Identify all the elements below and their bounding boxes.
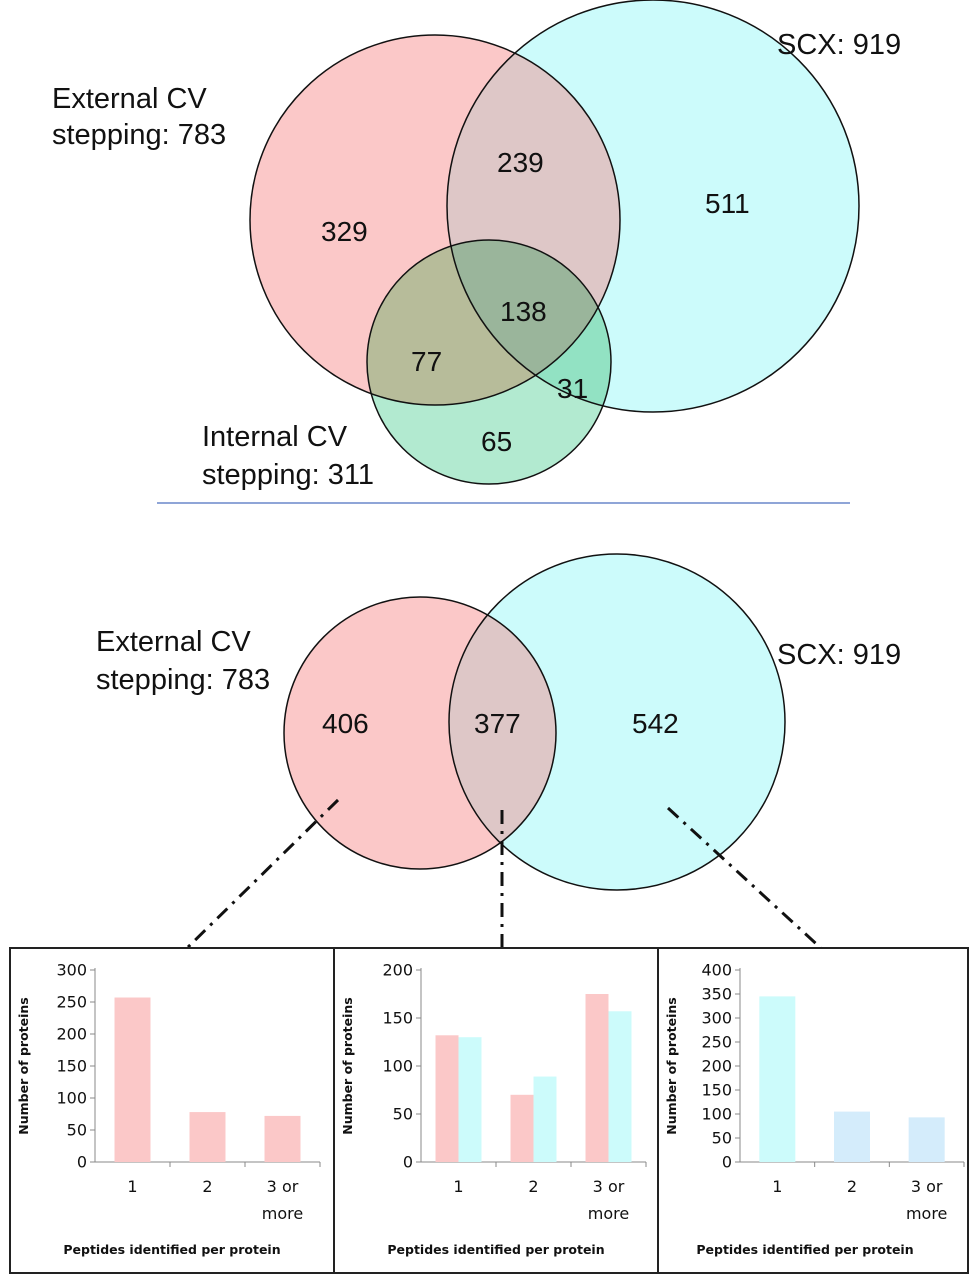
y-axis-title: Number of proteins <box>16 997 31 1134</box>
y-tick-label: 200 <box>382 961 413 980</box>
venn3-scx-label: SCX: 919 <box>777 29 901 61</box>
y-tick-label: 0 <box>403 1153 413 1172</box>
bar-chart-2: 0 50 100 150 200 1 2 3 or more Peptides identifie… <box>333 947 659 1274</box>
y-tick-label: 200 <box>701 1057 732 1076</box>
x-tick-label: more <box>262 1204 303 1223</box>
bar <box>608 1011 632 1162</box>
y-tick-label: 150 <box>382 1009 413 1028</box>
x-axis-title: Peptides identified per protein <box>696 1242 913 1257</box>
venn2-scx-label: SCX: 919 <box>777 639 901 671</box>
y-tick-label: 50 <box>67 1121 87 1140</box>
x-tick-label: more <box>588 1204 629 1223</box>
x-tick-label: 3 or <box>267 1177 299 1196</box>
connector-lines <box>183 798 825 955</box>
y-tick-label: 200 <box>56 1025 87 1044</box>
venn3-region-internal-only: 65 <box>481 426 512 457</box>
y-axis-title: Number of proteins <box>340 997 355 1134</box>
y-tick-label: 350 <box>701 985 732 1004</box>
bar <box>834 1111 870 1162</box>
bar-chart-3: 0 50 100 150 200 250 300 350 400 1 2 3 or more Peptid… <box>657 947 969 1274</box>
venn3-region-all-three: 138 <box>500 296 547 327</box>
chart-frame <box>657 947 969 1274</box>
x-tick-label: 2 <box>528 1177 538 1196</box>
y-tick-label: 250 <box>701 1033 732 1052</box>
connector-right <box>666 806 825 952</box>
venn3-internal-label-1: Internal CV <box>202 421 348 453</box>
venn3-external-label-1: External CV <box>52 83 207 115</box>
venn2-region-external-only: 406 <box>322 708 369 739</box>
y-tick-label: 150 <box>56 1057 87 1076</box>
x-tick-label: 1 <box>127 1177 137 1196</box>
venn-two-set: External CV stepping: 783 SCX: 919 406 3… <box>96 553 901 891</box>
y-tick-label: 300 <box>56 961 87 980</box>
y-tick-label: 50 <box>393 1105 413 1124</box>
y-tick-label: 300 <box>701 1009 732 1028</box>
y-tick-label: 100 <box>701 1105 732 1124</box>
venn3-external-label-2: stepping: 783 <box>52 119 226 151</box>
bar <box>114 997 151 1162</box>
venn3-region-external-scx: 239 <box>497 147 544 178</box>
bar <box>759 996 796 1162</box>
venn3-region-scx-only: 511 <box>705 188 750 219</box>
x-axis-title: Peptides identified per protein <box>63 1242 280 1257</box>
x-tick-label: 1 <box>453 1177 463 1196</box>
y-axis-title: Number of proteins <box>664 997 679 1134</box>
x-tick-label: 3 or <box>911 1177 943 1196</box>
y-tick-label: 250 <box>56 993 87 1012</box>
venn3-region-external-only: 329 <box>321 216 368 247</box>
venn2-region-overlap: 377 <box>474 708 521 739</box>
bar <box>533 1076 557 1162</box>
y-tick-label: 100 <box>56 1089 87 1108</box>
venn2-region-scx-only: 542 <box>632 708 679 739</box>
x-tick-label: 2 <box>202 1177 212 1196</box>
venn3-region-internal-scx: 31 <box>557 373 588 404</box>
bar <box>510 1094 534 1162</box>
venn-three-set: External CV stepping: 783 SCX: 919 Inter… <box>52 0 901 491</box>
x-axis-title: Peptides identified per protein <box>387 1242 604 1257</box>
y-tick-label: 400 <box>701 961 732 980</box>
bar <box>458 1037 482 1162</box>
venn2-external-label-2: stepping: 783 <box>96 664 270 696</box>
bar-chart-1: 0 50 100 150 200 250 300 1 2 3 or more Peptides ide… <box>9 947 335 1274</box>
bar <box>189 1112 226 1162</box>
bar <box>264 1115 301 1162</box>
bar <box>908 1117 945 1162</box>
x-tick-label: 1 <box>772 1177 782 1196</box>
bar <box>435 1035 459 1162</box>
y-tick-label: 50 <box>712 1129 732 1148</box>
venn3-internal-label-2: stepping: 311 <box>202 459 374 491</box>
connector-left <box>183 798 340 952</box>
x-tick-label: 2 <box>847 1177 857 1196</box>
y-tick-label: 0 <box>77 1153 87 1172</box>
x-tick-label: more <box>906 1204 947 1223</box>
y-tick-label: 0 <box>722 1153 732 1172</box>
y-tick-label: 150 <box>701 1081 732 1100</box>
venn3-region-external-internal: 77 <box>411 346 442 377</box>
bar <box>585 994 609 1162</box>
x-tick-label: 3 or <box>593 1177 625 1196</box>
venn2-external-label-1: External CV <box>96 626 251 658</box>
y-tick-label: 100 <box>382 1057 413 1076</box>
